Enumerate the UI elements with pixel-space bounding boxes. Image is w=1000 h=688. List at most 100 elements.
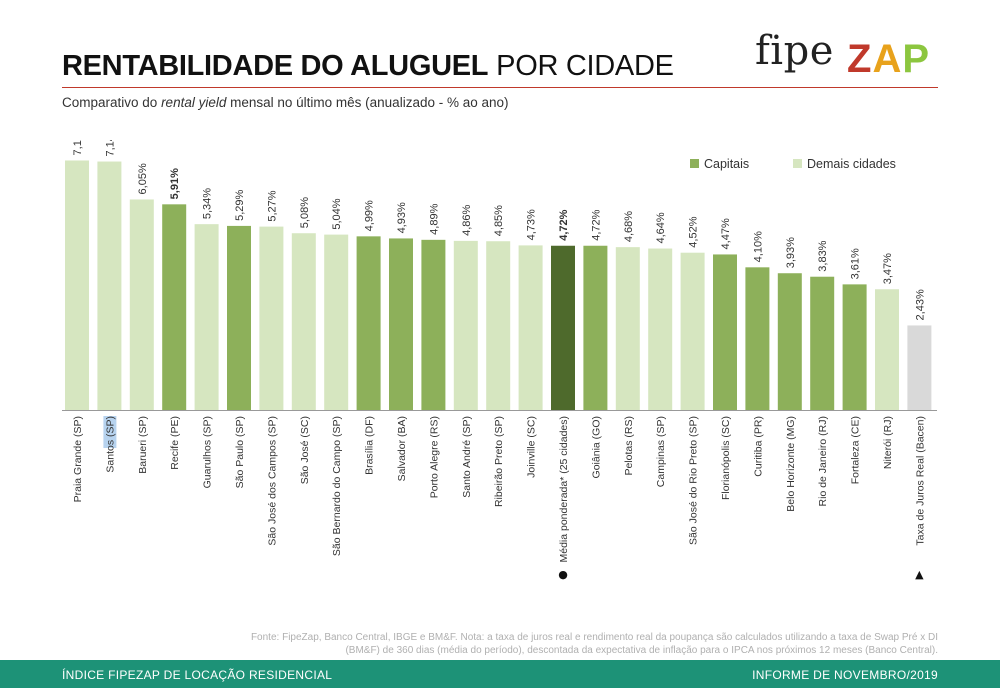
logo-zap-text: ZAP [847,37,930,80]
bar-florianopolis-sc [713,254,737,410]
source-note-line1: Fonte: FipeZap, Banco Central, IBGE e BM… [250,632,938,643]
value-label-guarulhos-sp: 5,34% [202,188,214,219]
subtitle-post: mensal no último mês (anualizado - % ao … [226,95,509,110]
category-label-fortaleza-ce: Fortaleza (CE) [850,416,862,484]
logo-zap-icon: ZAP [847,37,930,80]
label-highlight [103,416,117,448]
value-label-ribeirao-preto-sp: 4,85% [493,205,505,236]
category-label-media-ponderada-25-cidades: Média ponderada* (25 cidades) [558,416,570,563]
fipezap-logo: fipe ZAP [755,28,929,80]
subtitle-pre: Comparativo do [62,95,162,110]
legend-label-demais: Demais cidades [807,157,896,171]
bar-media-ponderada-25-cidades [551,245,575,410]
marker-media-ponderada-25-cidades: ● [558,568,568,581]
logo-zap-p: P [902,37,930,80]
category-label-porto-alegre-rs: Porto Alegre (RS) [428,416,440,498]
category-label-niteroi-rj: Niterói (RJ) [882,416,894,469]
bar-campinas-sp [648,248,673,410]
title-bold: RENTABILIDADE DO ALUGUEL [62,50,489,82]
title-rule [62,87,938,88]
category-label-belo-horizonte-mg: Belo Horizonte (MG) [785,416,797,512]
category-label-pelotas-rs: Pelotas (RS) [623,416,635,476]
bar-santo-andre-sp [453,240,478,410]
bar-ribeirao-preto-sp [486,241,511,410]
page-title: RENTABILIDADE DO ALUGUEL POR CIDADE [62,50,674,83]
category-label-salvador-ba: Salvador (BA) [396,416,408,481]
category-label-sao-bernardo-do-campo-sp: São Bernardo do Campo (SP) [331,416,343,556]
value-label-campinas-sp: 4,64% [655,212,667,243]
logo-zap-z: Z [847,37,872,80]
legend-item-capitais: Capitais [690,157,749,171]
footer-right-text: INFORME DE NOVEMBRO/2019 [752,668,938,682]
bar-taxa-de-juros-real-bacen [907,325,932,410]
bar-guarulhos-sp [194,224,219,410]
value-label-niteroi-rj: 3,47% [882,253,894,284]
value-label-curitiba-pr: 4,10% [752,231,764,262]
bar-pelotas-rs [615,247,640,410]
value-label-sao-jose-sc: 5,08% [299,197,311,228]
value-label-recife-pe: 5,91% [169,168,181,199]
source-note-line2: (BM&F) de 360 dias (média do período), d… [345,645,938,656]
category-label-barueri-sp: Barueri (SP) [137,416,149,474]
category-label-sao-jose-dos-campos-sp: São José dos Campos (SP) [266,416,278,546]
value-label-salvador-ba: 4,93% [396,202,408,233]
bar-recife-pe [162,204,187,410]
category-label-recife-pe: Recife (PE) [169,416,181,470]
marker-taxa-de-juros-real-bacen: ▲ [915,568,924,581]
value-label-santos-sp: 7,14% [104,140,116,157]
bar-goiania-go [583,245,608,410]
category-label-rio-de-janeiro-rj: Rio de Janeiro (RJ) [817,416,829,506]
category-label-florianopolis-sc: Florianópolis (SC) [720,416,732,500]
bar-sao-jose-sc [291,233,316,410]
category-label-curitiba-pr: Curitiba (PR) [752,416,764,477]
bar-santos-sp [97,161,122,410]
category-label-guarulhos-sp: Guarulhos (SP) [202,416,214,488]
value-label-sao-bernardo-do-campo-sp: 5,04% [331,198,343,229]
bar-barueri-sp [129,199,154,410]
value-label-pelotas-rs: 4,68% [623,211,635,242]
bar-sao-bernardo-do-campo-sp [324,234,349,410]
value-label-barueri-sp: 6,05% [137,163,149,194]
legend-item-demais: Demais cidades [793,157,896,171]
footer-left-text: ÍNDICE FIPEZAP DE LOCAÇÃO RESIDENCIAL [62,668,333,682]
category-label-praia-grande-sp: Praia Grande (SP) [72,416,84,502]
value-label-goiania-go: 4,72% [590,209,602,240]
source-note: Fonte: FipeZap, Banco Central, IBGE e BM… [200,631,938,657]
value-label-florianopolis-sc: 4,47% [720,218,732,249]
bar-porto-alegre-rs [421,239,446,410]
value-label-media-ponderada-25-cidades: 4,72% [558,209,570,240]
value-label-brasilia-df: 4,99% [364,200,376,231]
bar-belo-horizonte-mg [777,273,802,410]
value-label-belo-horizonte-mg: 3,93% [785,237,797,268]
bar-niteroi-rj [875,289,899,410]
value-label-santo-andre-sp: 4,86% [461,204,473,235]
legend-swatch-demais [793,159,802,169]
bar-rio-de-janeiro-rj [810,276,835,410]
bar-sao-jose-dos-campos-sp [259,226,284,410]
bar-sao-paulo-sp [227,225,251,410]
value-label-fortaleza-ce: 3,61% [850,248,862,279]
bar-praia-grande-sp [65,160,89,410]
subtitle-italic: rental yield [161,95,227,110]
value-label-praia-grande-sp: 7,17% [72,140,84,155]
value-label-joinville-sc: 4,73% [526,209,538,240]
category-label-goiania-go: Goiânia (GO) [590,416,602,478]
bar-brasilia-df [356,236,381,410]
category-label-sao-paulo-sp: São Paulo (SP) [234,416,246,488]
category-label-santos-sp: Santos (SP) [104,416,116,473]
logo-fipe-text: fipe [755,28,834,74]
value-label-taxa-de-juros-real-bacen: 2,43% [914,289,926,320]
category-label-sao-jose-sc: São José (SC) [299,416,311,484]
footer-bar: ÍNDICE FIPEZAP DE LOCAÇÃO RESIDENCIAL IN… [0,660,1000,688]
category-label-ribeirao-preto-sp: Ribeirão Preto (SP) [493,416,505,507]
category-label-sao-jose-do-rio-preto-sp: São José do Rio Preto (SP) [688,416,700,545]
value-label-sao-jose-do-rio-preto-sp: 4,52% [688,216,700,247]
bar-chart: 7,17% Praia Grande (SP) 7,14% Santos (SP) 6,… [62,140,937,581]
bar-joinville-sc [518,245,543,410]
category-label-joinville-sc: Joinville (SC) [526,416,538,478]
title-light: POR CIDADE [496,50,674,82]
bar-fortaleza-ce [842,284,867,410]
legend-label-capitais: Capitais [704,157,750,171]
category-label-santo-andre-sp: Santo André (SP) [461,416,473,498]
bar-curitiba-pr [745,267,770,410]
